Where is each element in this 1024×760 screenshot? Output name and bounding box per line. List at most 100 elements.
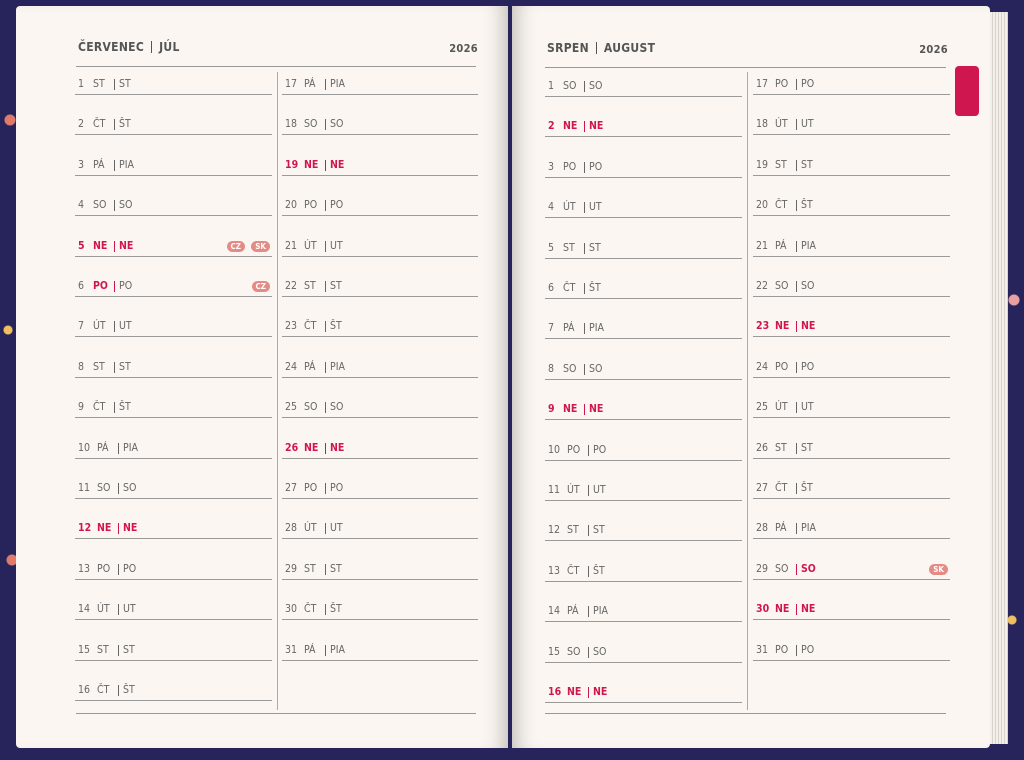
separator — [796, 523, 797, 535]
day-sk: SO — [589, 362, 603, 375]
day-number: 27 — [285, 482, 298, 494]
day-row: 6 PO PO CZ — [75, 276, 272, 297]
day-number: 12 — [548, 524, 561, 537]
day-number: 11 — [548, 484, 561, 496]
day-cz: SO — [304, 118, 318, 131]
day-sk: PIA — [119, 158, 134, 171]
day-sk: ŠT — [330, 320, 342, 333]
separator — [584, 202, 585, 214]
day-sk: PO — [330, 199, 344, 212]
day-row: 21 PÁ PIA — [753, 236, 950, 257]
day-row: 18 SO SO — [282, 114, 478, 136]
day-number: 19 — [756, 158, 769, 171]
separator — [325, 442, 326, 454]
day-sk: PO — [801, 78, 815, 90]
separator — [325, 159, 326, 171]
day-number: 21 — [756, 239, 769, 252]
day-cz: PO — [304, 482, 318, 494]
day-cz: ÚT — [304, 522, 317, 535]
day-number: 21 — [285, 239, 298, 252]
day-row: 1 SO SO — [545, 76, 742, 97]
separator — [114, 402, 115, 414]
day-cz: ST — [563, 241, 575, 254]
separator — [325, 321, 326, 333]
separator — [118, 604, 119, 616]
day-sk: PIA — [330, 643, 345, 656]
day-sk: ST — [330, 280, 342, 292]
day-row: 13 PO PO — [75, 559, 272, 580]
day-row: 19 ST ST — [753, 155, 950, 176]
day-number: 27 — [756, 482, 769, 494]
day-number: 31 — [285, 643, 298, 656]
day-cz: NE — [563, 403, 578, 416]
day-row: 18 ÚT UT — [753, 114, 950, 136]
day-row: 3 PO PO — [545, 157, 742, 178]
month-cz: ČERVENEC — [78, 40, 145, 54]
header-rule — [545, 67, 946, 68]
year: 2026 — [919, 43, 948, 56]
separator — [796, 240, 797, 252]
day-number: 5 — [548, 241, 555, 254]
day-sk: ŠT — [119, 401, 131, 414]
separator — [584, 242, 585, 254]
day-sk: PIA — [330, 78, 345, 90]
separator — [584, 404, 585, 416]
day-row: 28 ÚT UT — [282, 518, 478, 540]
day-row: 17 PÁ PIA — [282, 74, 478, 95]
day-row: 6 ČT ŠT — [545, 278, 742, 299]
day-sk: NE — [801, 603, 816, 616]
day-cz: ČT — [304, 320, 317, 333]
separator — [325, 644, 326, 656]
day-cz: ST — [304, 562, 316, 575]
day-sk: ST — [123, 643, 135, 656]
day-sk: ŠT — [593, 564, 605, 577]
day-sk: NE — [589, 403, 604, 416]
day-sk: SO — [593, 645, 607, 658]
day-cz: NE — [567, 686, 582, 698]
day-number: 14 — [548, 605, 561, 618]
day-sk: ST — [330, 562, 342, 575]
day-cz: SO — [93, 199, 107, 212]
separator — [588, 525, 589, 537]
day-sk: NE — [801, 320, 816, 333]
day-number: 7 — [548, 322, 555, 335]
day-sk: ŠT — [119, 118, 131, 131]
day-number: 22 — [285, 280, 298, 292]
day-sk: NE — [589, 120, 604, 133]
day-row: 9 ČT ŠT — [75, 397, 272, 419]
day-sk: SO — [119, 199, 133, 212]
day-cz: PO — [304, 199, 318, 212]
day-number: 29 — [756, 562, 769, 575]
day-sk: PIA — [801, 239, 816, 252]
separator — [114, 119, 115, 131]
separator — [796, 159, 797, 171]
day-cz: ČT — [93, 118, 106, 131]
day-row: 7 ÚT UT — [75, 316, 272, 338]
day-number: 1 — [548, 80, 555, 92]
separator — [796, 604, 797, 616]
day-number: 17 — [285, 78, 298, 90]
day-row: 15 ST ST — [75, 640, 272, 661]
separator — [118, 563, 119, 575]
day-row: 4 ÚT UT — [545, 197, 742, 219]
day-row: 14 PÁ PIA — [545, 601, 742, 623]
day-row: 25 ÚT UT — [753, 397, 950, 419]
day-row: 19 NE NE — [282, 155, 478, 176]
day-number: 24 — [756, 360, 769, 373]
day-row: 25 SO SO — [282, 397, 478, 419]
day-number: 30 — [756, 603, 770, 616]
day-sk: NE — [123, 522, 138, 535]
day-row: 27 PO PO — [282, 478, 478, 499]
separator — [796, 79, 797, 90]
day-sk: NE — [593, 686, 608, 698]
separator — [796, 361, 797, 373]
month-tab[interactable] — [955, 66, 979, 116]
day-number: 24 — [285, 360, 298, 373]
separator — [325, 200, 326, 212]
day-sk: SO — [589, 80, 603, 92]
day-sk: SO — [330, 118, 344, 131]
day-row: 5 NE NE CZ SK — [75, 236, 272, 257]
separator — [118, 685, 119, 696]
day-number: 31 — [756, 643, 769, 656]
day-cz: PÁ — [97, 441, 109, 454]
